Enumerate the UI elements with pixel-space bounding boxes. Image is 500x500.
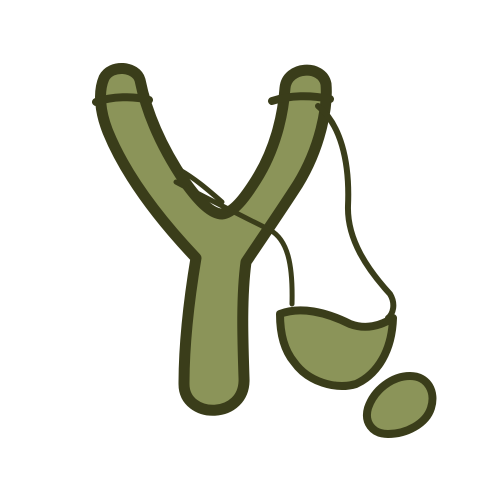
sling-pouch [276,306,397,390]
elastic-band-top [177,167,225,205]
elastic-band [315,103,397,321]
slingshot-frame [95,63,332,416]
elastic-band-inner [173,179,295,307]
left-band-wrap [92,93,153,106]
right-band-wrap [268,92,334,105]
stone [363,372,437,438]
